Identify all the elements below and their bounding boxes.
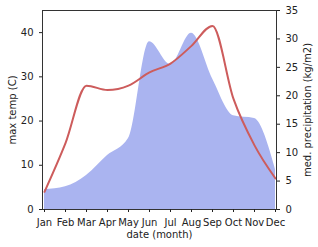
svg-text:30: 30 xyxy=(286,33,299,44)
svg-text:date (month): date (month) xyxy=(127,229,193,240)
svg-text:Jul: Jul xyxy=(163,217,176,228)
svg-text:15: 15 xyxy=(286,118,299,129)
svg-text:Mar: Mar xyxy=(77,217,97,228)
svg-text:Dec: Dec xyxy=(266,217,285,228)
svg-text:20: 20 xyxy=(286,90,299,101)
svg-text:35: 35 xyxy=(286,5,299,16)
svg-text:Apr: Apr xyxy=(99,217,117,228)
svg-text:Jun: Jun xyxy=(141,217,158,228)
svg-text:0: 0 xyxy=(27,204,33,215)
svg-text:Oct: Oct xyxy=(225,217,242,228)
svg-text:30: 30 xyxy=(21,71,34,82)
svg-text:10: 10 xyxy=(286,147,299,158)
svg-text:Jan: Jan xyxy=(36,217,52,228)
svg-text:25: 25 xyxy=(286,62,299,73)
svg-text:med. precipitation (kg/m2): med. precipitation (kg/m2) xyxy=(302,43,313,177)
svg-text:Sep: Sep xyxy=(203,217,222,228)
svg-text:Feb: Feb xyxy=(57,217,75,228)
svg-text:10: 10 xyxy=(21,159,34,170)
svg-text:May: May xyxy=(118,217,139,228)
svg-text:max temp (C): max temp (C) xyxy=(7,75,18,144)
svg-text:20: 20 xyxy=(21,115,34,126)
svg-text:5: 5 xyxy=(286,175,292,186)
svg-text:0: 0 xyxy=(286,204,292,215)
svg-text:Aug: Aug xyxy=(182,217,202,228)
svg-text:Nov: Nov xyxy=(245,217,265,228)
svg-text:40: 40 xyxy=(21,27,34,38)
